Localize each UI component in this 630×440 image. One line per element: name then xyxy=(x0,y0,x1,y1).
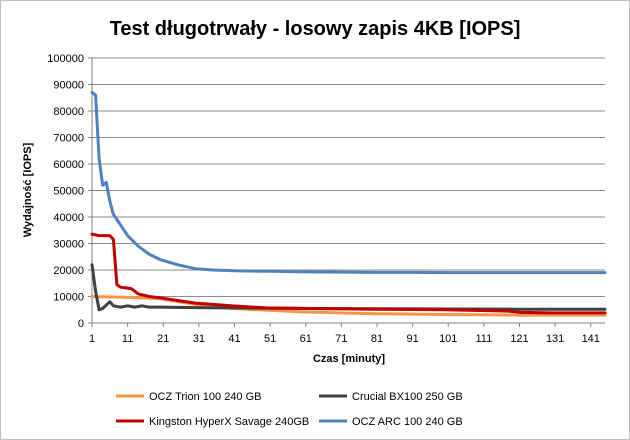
x-axis-title: Czas [minuty] xyxy=(313,353,385,365)
y-tick-label: 90000 xyxy=(53,80,84,92)
x-tick-label: 141 xyxy=(582,333,600,345)
x-tick-label: 81 xyxy=(371,333,383,345)
y-tick-label: 0 xyxy=(78,318,84,330)
series-line-1 xyxy=(90,295,607,317)
y-tick-label: 50000 xyxy=(53,186,84,198)
x-tick-label: 31 xyxy=(193,333,205,345)
x-tick-label: 21 xyxy=(157,333,169,345)
legend: OCZ Trion 100 240 GB Crucial BX100 250 GB… xyxy=(116,391,463,428)
y-tick-label: 40000 xyxy=(53,212,84,224)
series-layer xyxy=(90,90,607,317)
y-tick-label: 80000 xyxy=(53,106,84,118)
y-axis-title: Wydajność [IOPS] xyxy=(22,142,34,237)
grid-layer xyxy=(92,57,605,297)
y-tick-label: 10000 xyxy=(53,292,84,304)
x-tick-label: 41 xyxy=(228,333,240,345)
legend-label-2: Crucial BX100 250 GB xyxy=(352,391,463,403)
x-tick-label: 11 xyxy=(122,333,133,345)
series-line-4 xyxy=(90,90,607,275)
x-tick-label: 101 xyxy=(439,333,457,345)
x-tick-label: 131 xyxy=(546,333,564,345)
axis-layer: 0 10000 20000 30000 40000 50000 60000 70000 8000… xyxy=(47,53,605,345)
x-tick-label: 51 xyxy=(264,333,276,345)
y-tick-label: 60000 xyxy=(53,159,84,171)
legend-label-3: Kingston HyperX Savage 240GB xyxy=(149,416,309,428)
chart-title: Test długotrwały - losowy zapis 4KB [IOP… xyxy=(110,18,521,40)
legend-label-1: OCZ Trion 100 240 GB xyxy=(149,391,262,403)
x-tick-label: 71 xyxy=(335,333,347,345)
legend-label-4: OCZ ARC 100 240 GB xyxy=(352,416,463,428)
x-tick-label: 111 xyxy=(476,333,493,345)
y-tick-label: 20000 xyxy=(53,265,84,277)
y-tick-label: 100000 xyxy=(47,53,84,65)
y-tick-label: 70000 xyxy=(53,133,84,145)
y-tick-label: 30000 xyxy=(53,239,84,251)
x-tick-label: 91 xyxy=(407,333,419,345)
x-tick-label: 1 xyxy=(89,333,95,345)
x-tick-label: 121 xyxy=(510,333,528,345)
x-tick-label: 61 xyxy=(300,333,312,345)
series-line-3 xyxy=(90,232,607,315)
